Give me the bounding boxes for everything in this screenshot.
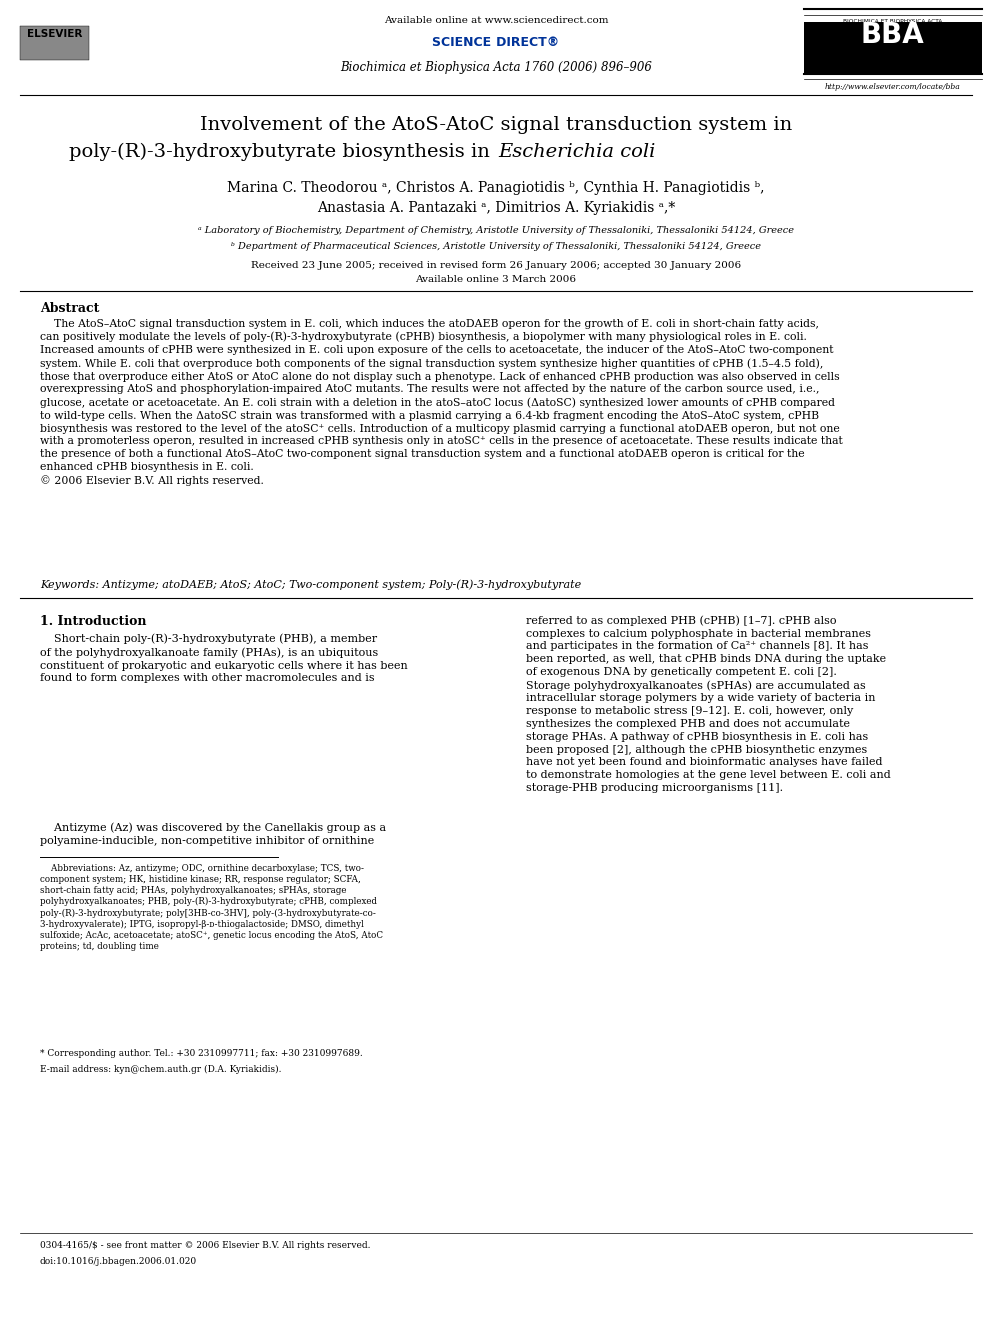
Text: 1. Introduction: 1. Introduction xyxy=(40,615,146,628)
Text: Involvement of the AtoS-AtoC signal transduction system in: Involvement of the AtoS-AtoC signal tran… xyxy=(199,116,793,135)
Text: http://www.elsevier.com/locate/bba: http://www.elsevier.com/locate/bba xyxy=(825,83,960,91)
Text: * Corresponding author. Tel.: +30 2310997711; fax: +30 2310997689.: * Corresponding author. Tel.: +30 231099… xyxy=(40,1049,362,1058)
Text: poly-(R)-3-hydroxybutyrate biosynthesis in: poly-(R)-3-hydroxybutyrate biosynthesis … xyxy=(68,143,496,161)
Text: Abstract: Abstract xyxy=(40,302,99,315)
Text: ᵃ Laboratory of Biochemistry, Department of Chemistry, Aristotle University of T: ᵃ Laboratory of Biochemistry, Department… xyxy=(198,226,794,235)
Text: Escherichia coli: Escherichia coli xyxy=(498,143,656,161)
Text: E-mail address: kyn@chem.auth.gr (D.A. Kyriakidis).: E-mail address: kyn@chem.auth.gr (D.A. K… xyxy=(40,1065,281,1074)
Text: BIOCHIMICA ET BIOPHYSICA ACTA: BIOCHIMICA ET BIOPHYSICA ACTA xyxy=(843,19,942,24)
Text: Short-chain poly-(R)-3-hydroxybutyrate (PHB), a member
of the polyhydroxyalkanoa: Short-chain poly-(R)-3-hydroxybutyrate (… xyxy=(40,634,408,684)
Text: Available online 3 March 2006: Available online 3 March 2006 xyxy=(416,275,576,284)
FancyBboxPatch shape xyxy=(20,26,89,60)
Text: referred to as complexed PHB (cPHB) [1–7]. cPHB also
complexes to calcium polyph: referred to as complexed PHB (cPHB) [1–7… xyxy=(526,615,891,792)
Text: BBA: BBA xyxy=(861,21,925,49)
Text: Abbreviations: Az, antizyme; ODC, ornithine decarboxylase; TCS, two-
component s: Abbreviations: Az, antizyme; ODC, ornith… xyxy=(40,864,383,951)
Text: doi:10.1016/j.bbagen.2006.01.020: doi:10.1016/j.bbagen.2006.01.020 xyxy=(40,1257,196,1266)
Text: Available online at www.sciencedirect.com: Available online at www.sciencedirect.co… xyxy=(384,16,608,25)
Text: Marina C. Theodorou ᵃ, Christos A. Panagiotidis ᵇ, Cynthia H. Panagiotidis ᵇ,: Marina C. Theodorou ᵃ, Christos A. Panag… xyxy=(227,181,765,196)
Text: ELSEVIER: ELSEVIER xyxy=(27,29,82,40)
Text: Received 23 June 2005; received in revised form 26 January 2006; accepted 30 Jan: Received 23 June 2005; received in revis… xyxy=(251,261,741,270)
Text: Antizyme (Az) was discovered by the Canellakis group as a
polyamine-inducible, n: Antizyme (Az) was discovered by the Cane… xyxy=(40,823,386,847)
FancyBboxPatch shape xyxy=(804,22,982,73)
Text: SCIENCE  DIRECT®: SCIENCE DIRECT® xyxy=(433,36,559,49)
Text: ᵇ Department of Pharmaceutical Sciences, Aristotle University of Thessaloniki, T: ᵇ Department of Pharmaceutical Sciences,… xyxy=(231,242,761,251)
Text: Keywords: Antizyme; atoDAEB; AtoS; AtoC; Two-component system; Poly-(R)-3-hydrox: Keywords: Antizyme; atoDAEB; AtoS; AtoC;… xyxy=(40,579,581,590)
Text: 0304-4165/$ - see front matter © 2006 Elsevier B.V. All rights reserved.: 0304-4165/$ - see front matter © 2006 El… xyxy=(40,1241,370,1250)
Text: The AtoS–AtoC signal transduction system in E. coli, which induces the atoDAEB o: The AtoS–AtoC signal transduction system… xyxy=(40,319,842,486)
Text: Biochimica et Biophysica Acta 1760 (2006) 896–906: Biochimica et Biophysica Acta 1760 (2006… xyxy=(340,61,652,74)
Text: Anastasia A. Pantazaki ᵃ, Dimitrios A. Kyriakidis ᵃ,*: Anastasia A. Pantazaki ᵃ, Dimitrios A. K… xyxy=(316,201,676,216)
